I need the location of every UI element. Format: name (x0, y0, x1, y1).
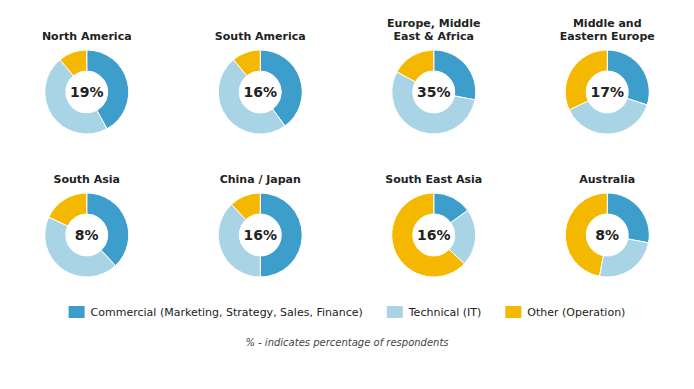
footnote: % - indicates percentage of respondents (245, 337, 448, 348)
donut-slice (49, 193, 87, 226)
legend-swatch (69, 306, 85, 318)
donut: 16% South America (215, 30, 306, 134)
region-label-line: South Asia (54, 173, 120, 186)
donut: 8% South Asia (45, 173, 129, 277)
region-label-line: East & Africa (394, 30, 474, 43)
donut-slice (599, 239, 648, 277)
legend-label: Commercial (Marketing, Strategy, Sales, … (91, 306, 363, 319)
region-label-line: Europe, Middle (387, 17, 480, 30)
center-label: 8% (75, 227, 99, 243)
donut-slice (233, 50, 260, 76)
region-label-line: South America (215, 30, 306, 43)
region-label-line: Australia (579, 173, 635, 186)
center-label: 19% (70, 84, 104, 100)
background (0, 0, 694, 389)
region-label-line: South East Asia (385, 173, 482, 186)
donut: 17% Middle andEastern Europe (560, 17, 655, 134)
region-label-line: Middle and (573, 17, 642, 30)
donut: 8% Australia (565, 173, 649, 277)
region-label: North America (42, 30, 132, 43)
legend-item: Other (Operation) (505, 306, 625, 319)
center-label: 16% (243, 84, 277, 100)
legend: Commercial (Marketing, Strategy, Sales, … (69, 306, 626, 319)
donut-slice (397, 50, 434, 82)
legend-swatch (387, 306, 403, 318)
donut-slice (392, 72, 475, 134)
legend-label: Other (Operation) (527, 306, 625, 319)
center-label: 8% (595, 227, 619, 243)
donut: 35% Europe, MiddleEast & Africa (387, 17, 480, 134)
donut: 19% North America (42, 30, 132, 134)
legend-item: Commercial (Marketing, Strategy, Sales, … (69, 306, 363, 319)
region-label: South Asia (54, 173, 120, 186)
center-label: 35% (417, 84, 451, 100)
donut-slice (60, 50, 87, 76)
region-label: South America (215, 30, 306, 43)
region-label-line: Eastern Europe (560, 30, 655, 43)
legend-swatch (505, 306, 521, 318)
center-label: 16% (417, 227, 451, 243)
chart: 19% North America 16% South America 35% Europ… (0, 0, 694, 389)
center-label: 16% (243, 227, 277, 243)
region-label-line: China / Japan (220, 173, 301, 186)
region-label: Australia (579, 173, 635, 186)
donut: 16% China / Japan (218, 173, 302, 277)
region-label: South East Asia (385, 173, 482, 186)
center-label: 17% (590, 84, 624, 100)
legend-item: Technical (IT) (387, 306, 482, 319)
region-label: Middle andEastern Europe (560, 17, 655, 43)
donut-slice (231, 193, 260, 220)
donut-slice (392, 193, 465, 277)
donut: 16% South East Asia (385, 173, 482, 277)
legend-label: Technical (IT) (408, 306, 482, 319)
region-label: China / Japan (220, 173, 301, 186)
donut-slice (565, 50, 607, 110)
region-label-line: North America (42, 30, 132, 43)
region-label: Europe, MiddleEast & Africa (387, 17, 480, 43)
donut-slice (45, 217, 116, 277)
